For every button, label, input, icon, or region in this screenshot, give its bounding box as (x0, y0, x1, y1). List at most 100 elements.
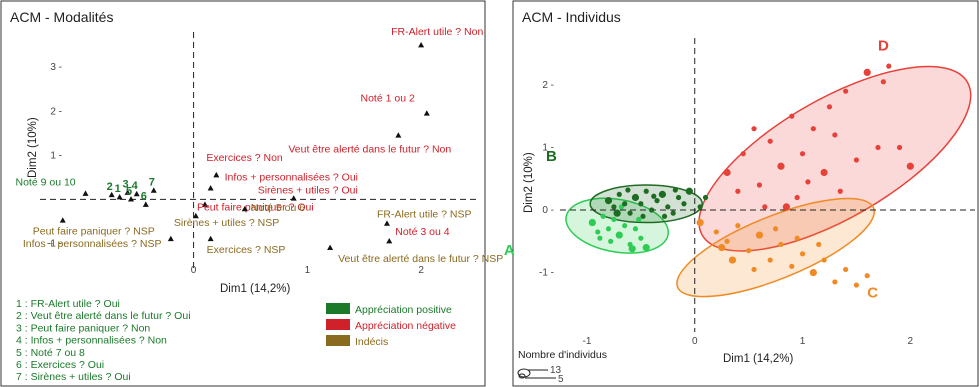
individual-point (632, 226, 639, 232)
individual-point (696, 218, 704, 227)
individual-point (654, 198, 660, 204)
modality-point (418, 42, 425, 48)
individual-point (751, 126, 757, 132)
individual-point (843, 88, 849, 94)
modality-label: 2 (107, 181, 113, 193)
modality-label: Veut être alerté dans le futur ? NSP (338, 253, 503, 265)
modality-point (241, 205, 248, 212)
modality-point (207, 235, 214, 242)
left-y-tick-label: 2 - (50, 106, 62, 117)
individual-point (702, 194, 709, 201)
right-x-axis-label: Dim1 (14,2%) (723, 353, 793, 365)
individual-point (649, 207, 655, 213)
modality-point (108, 191, 115, 198)
left-chart-title: ACM - Modalités (10, 9, 113, 25)
left-plot: 0 1 2-1 -1 -2 -3 -FR-Alert utile ? NonNoté… (16, 26, 504, 276)
group-ellipse (676, 197, 875, 298)
footnote-item: 2 : Veut être alerté dans le futur ? Oui (16, 310, 191, 322)
individual-point (799, 251, 806, 257)
footnote-item: 4 : Infos + personnalisées ? Non (16, 335, 167, 347)
modality-point (116, 193, 123, 200)
individual-point (875, 144, 881, 151)
modality-label: Noté 5 ou 6 (251, 202, 305, 214)
modality-label: Sirènes + utiles ? NSP (174, 217, 279, 229)
individual-point (896, 144, 903, 151)
modality-label: 1 (115, 183, 121, 195)
individual-point (627, 210, 633, 216)
footnote-item: 5 : Noté 7 ou 8 (16, 347, 85, 359)
left-x-tick-label: 0 (191, 265, 197, 276)
group-letter: C (867, 285, 878, 302)
legend-label: Indécis (355, 336, 388, 348)
modality-label: Exercices ? Non (206, 152, 283, 164)
left-y-tick-label: 3 - (50, 62, 62, 73)
left-y-tick-label: -1 - (47, 238, 62, 249)
group-letter: D (878, 38, 889, 55)
modality-label: Peut faire paniquer ? NSP (33, 225, 155, 237)
modality-point (423, 110, 430, 116)
right-y-tick-label: 2 - (542, 80, 554, 91)
individual-point (611, 204, 617, 210)
individual-point (728, 256, 737, 264)
modality-label: Infos + personnalisées ? NSP (23, 238, 162, 250)
modality-point (167, 235, 174, 242)
legend-label: Appréciation positive (355, 304, 452, 316)
individual-point (638, 235, 644, 241)
footnote-item: 3 : Peut faire paniquer ? Non (16, 322, 150, 334)
right-y-tick-label: 0 - (542, 205, 554, 216)
modality-label: Veut être alerté dans le futur ? Non (288, 143, 451, 155)
individual-point (756, 182, 763, 188)
individual-point (613, 209, 621, 217)
individual-point (772, 226, 779, 232)
right-chart-title: ACM - Individus (522, 9, 621, 25)
modality-label: Infos + personnalisées ? Oui (225, 171, 358, 183)
left-x-axis-label: Dim1 (14,2%) (220, 283, 290, 295)
individual-point (778, 241, 784, 248)
individual-point (681, 201, 687, 207)
legend-swatch (326, 335, 350, 346)
individual-point (863, 68, 871, 77)
left-y-tick-label: 1 - (50, 150, 62, 161)
individual-point (622, 223, 628, 229)
size-legend-value-large: 13 (550, 365, 562, 376)
individual-point (826, 104, 833, 110)
right-y-axis-label: Dim2 (10%) (523, 152, 535, 213)
modality-point (395, 132, 402, 138)
modality-label: Noté 1 ou 2 (361, 92, 415, 104)
footnote-item: 1 : FR-Alert utile ? Oui (16, 298, 120, 310)
individual-point (713, 229, 719, 235)
individual-point (608, 238, 614, 244)
individual-point (643, 188, 649, 194)
right-x-tick-label: 1 (800, 336, 806, 347)
size-legend-title: Nombre d'individus (518, 349, 607, 361)
individual-point (906, 162, 914, 170)
right-x-tick-label: -1 (582, 336, 591, 347)
individual-point (735, 223, 741, 229)
individual-point (670, 210, 676, 216)
individual-point (755, 231, 764, 239)
modality-label: Sirènes + utiles ? Oui (258, 184, 358, 196)
individual-point (665, 204, 671, 210)
right-x-tick-label: 2 (908, 336, 914, 347)
group-letter: A (504, 242, 515, 259)
individual-point (615, 231, 623, 239)
individual-point (675, 194, 682, 201)
group-legend: Appréciation positive Appréciation négati… (326, 303, 456, 348)
individual-point (794, 235, 800, 241)
modality-point (150, 187, 157, 193)
modality-point (192, 212, 199, 219)
group-letter: B (546, 148, 557, 165)
modality-point (386, 237, 393, 244)
size-legend: Nombre d'individus 135 (517, 349, 607, 385)
individual-point (880, 79, 886, 85)
individual-point (853, 157, 860, 163)
individual-point (651, 193, 657, 199)
modality-label: FR-Alert utile ? NSP (377, 209, 472, 221)
individual-point (628, 245, 636, 253)
individual-point (661, 213, 668, 219)
individual-point (762, 204, 768, 210)
individual-point (640, 213, 646, 219)
individual-point (636, 216, 642, 223)
individual-point (685, 187, 693, 195)
